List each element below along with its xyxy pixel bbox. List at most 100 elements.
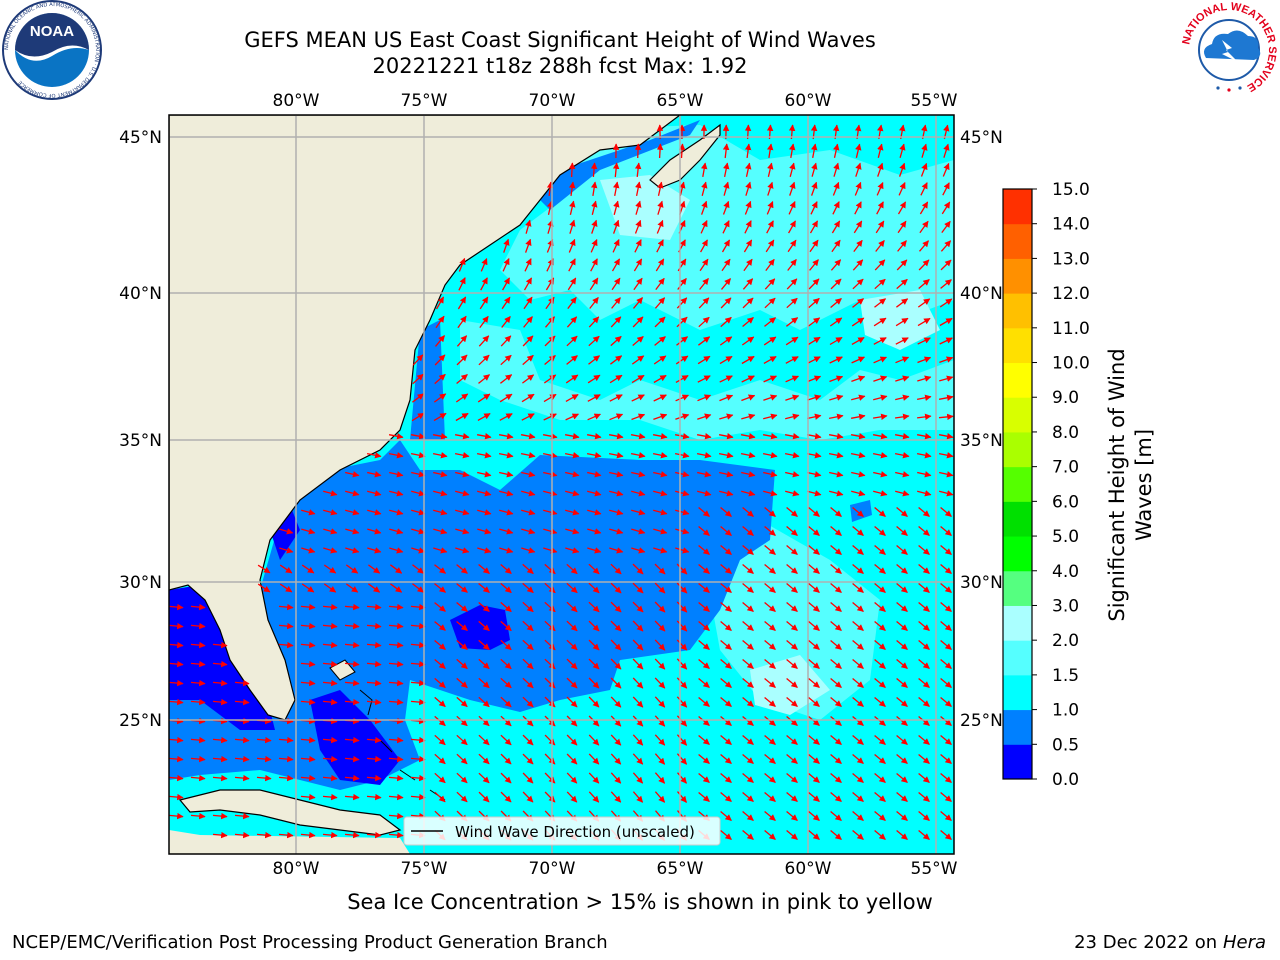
wind-wave-arrow (938, 394, 954, 401)
wind-wave-arrow (720, 526, 732, 536)
wind-wave-arrow (456, 715, 468, 727)
wind-wave-arrow (786, 716, 798, 726)
wind-wave-arrow (301, 547, 316, 554)
wind-wave-arrow (410, 603, 426, 611)
wind-wave-arrow (851, 356, 865, 364)
wind-wave-arrow (169, 603, 184, 611)
wind-wave-arrow (522, 658, 534, 670)
wind-wave-arrow (610, 563, 622, 575)
wind-wave-arrow (657, 181, 664, 196)
wind-wave-arrow (543, 393, 557, 403)
wind-wave-arrow (786, 640, 798, 650)
wind-wave-arrow (852, 621, 864, 631)
wind-wave-arrow (851, 471, 866, 478)
wind-wave-arrow (898, 162, 906, 177)
colorbar-tick-label: 2.0 (1052, 631, 1079, 651)
wind-wave-arrow (411, 509, 426, 516)
wind-wave-arrow (610, 355, 623, 365)
wind-wave-arrow (169, 622, 184, 630)
wind-wave-arrow (234, 736, 250, 744)
wind-wave-arrow (388, 736, 404, 744)
wind-wave-arrow (522, 734, 534, 746)
wind-wave-arrow (852, 640, 864, 650)
wind-wave-arrow (434, 791, 446, 803)
wind-wave-arrow (525, 219, 532, 234)
wind-wave-arrow (388, 433, 404, 440)
wind-wave-arrow (939, 375, 954, 382)
wind-wave-arrow (698, 564, 710, 574)
wind-wave-arrow (807, 336, 821, 346)
wind-wave-arrow (877, 162, 884, 177)
wind-wave-arrow (742, 811, 754, 821)
wind-wave-arrow (786, 792, 798, 802)
wind-wave-arrow (410, 679, 426, 687)
colorbar-tick-label: 10.0 (1052, 354, 1090, 374)
wind-wave-arrow (256, 755, 272, 763)
wind-wave-arrow (322, 793, 338, 801)
wind-wave-arrow (852, 811, 864, 821)
wind-wave-arrow (829, 356, 843, 364)
wind-wave-arrow (874, 564, 886, 574)
wind-wave-arrow (434, 753, 446, 765)
wind-wave-arrow (586, 433, 602, 440)
wind-wave-arrow (896, 564, 908, 574)
wind-wave-arrow (610, 601, 622, 613)
wind-wave-arrow (190, 812, 206, 820)
wind-wave-arrow (939, 317, 953, 327)
wind-wave-arrow (918, 754, 930, 764)
wind-wave-arrow (896, 526, 908, 536)
wind-wave-arrow (456, 791, 468, 803)
wind-wave-arrow (366, 774, 382, 782)
wind-wave-arrow (522, 677, 534, 689)
wind-wave-arrow (568, 181, 576, 196)
wind-wave-arrow (897, 201, 907, 215)
wind-wave-arrow (766, 143, 774, 159)
wind-wave-arrow (478, 564, 490, 574)
wind-wave-arrow (612, 239, 620, 253)
wind-wave-arrow (609, 471, 624, 478)
wind-wave-arrow (544, 658, 556, 670)
wind-wave-arrow (700, 239, 708, 253)
wind-wave-arrow (322, 622, 338, 630)
wind-wave-arrow (433, 393, 447, 403)
wind-wave-arrow (568, 238, 576, 253)
wind-wave-arrow (366, 603, 382, 611)
wind-wave-arrow (830, 659, 842, 669)
wind-wave-arrow (455, 490, 470, 497)
wind-wave-arrow (828, 413, 844, 420)
wind-wave-arrow (852, 259, 864, 271)
wind-wave-arrow (566, 316, 578, 328)
wind-wave-arrow (832, 181, 840, 196)
colorbar-segment (1003, 570, 1032, 606)
wind-wave-arrow (675, 355, 689, 365)
wind-wave-arrow (917, 375, 932, 382)
wind-wave-arrow (212, 679, 228, 687)
wind-wave-arrow (345, 528, 360, 535)
wind-wave-arrow (942, 182, 950, 196)
wind-wave-arrow (742, 621, 754, 631)
wind-wave-arrow (544, 601, 556, 613)
wind-wave-arrow (478, 753, 490, 765)
wind-wave-arrow (874, 545, 886, 555)
colorbar-tick-label: 1.0 (1052, 701, 1079, 721)
wind-wave-arrow (322, 698, 338, 706)
wind-wave-arrow (366, 622, 382, 630)
wind-wave-arrow (676, 582, 688, 594)
wind-wave-arrow (633, 277, 643, 291)
wind-wave-arrow (567, 277, 577, 291)
wind-wave-arrow (701, 181, 708, 196)
wind-wave-arrow (543, 509, 558, 516)
lat-label-right: 35°N (960, 431, 1003, 451)
wind-wave-arrow (854, 181, 862, 196)
wind-wave-arrow (411, 490, 426, 497)
wind-wave-arrow (547, 200, 554, 215)
wind-wave-arrow (632, 772, 644, 784)
wind-wave-arrow (502, 277, 510, 291)
wind-wave-arrow (918, 583, 930, 593)
wind-wave-arrow (876, 182, 884, 196)
wind-wave-arrow (389, 471, 404, 478)
wind-wave-arrow (545, 316, 555, 328)
wind-wave-arrow (720, 640, 732, 650)
wind-wave-arrow (653, 509, 668, 516)
wind-wave-arrow (851, 394, 866, 401)
